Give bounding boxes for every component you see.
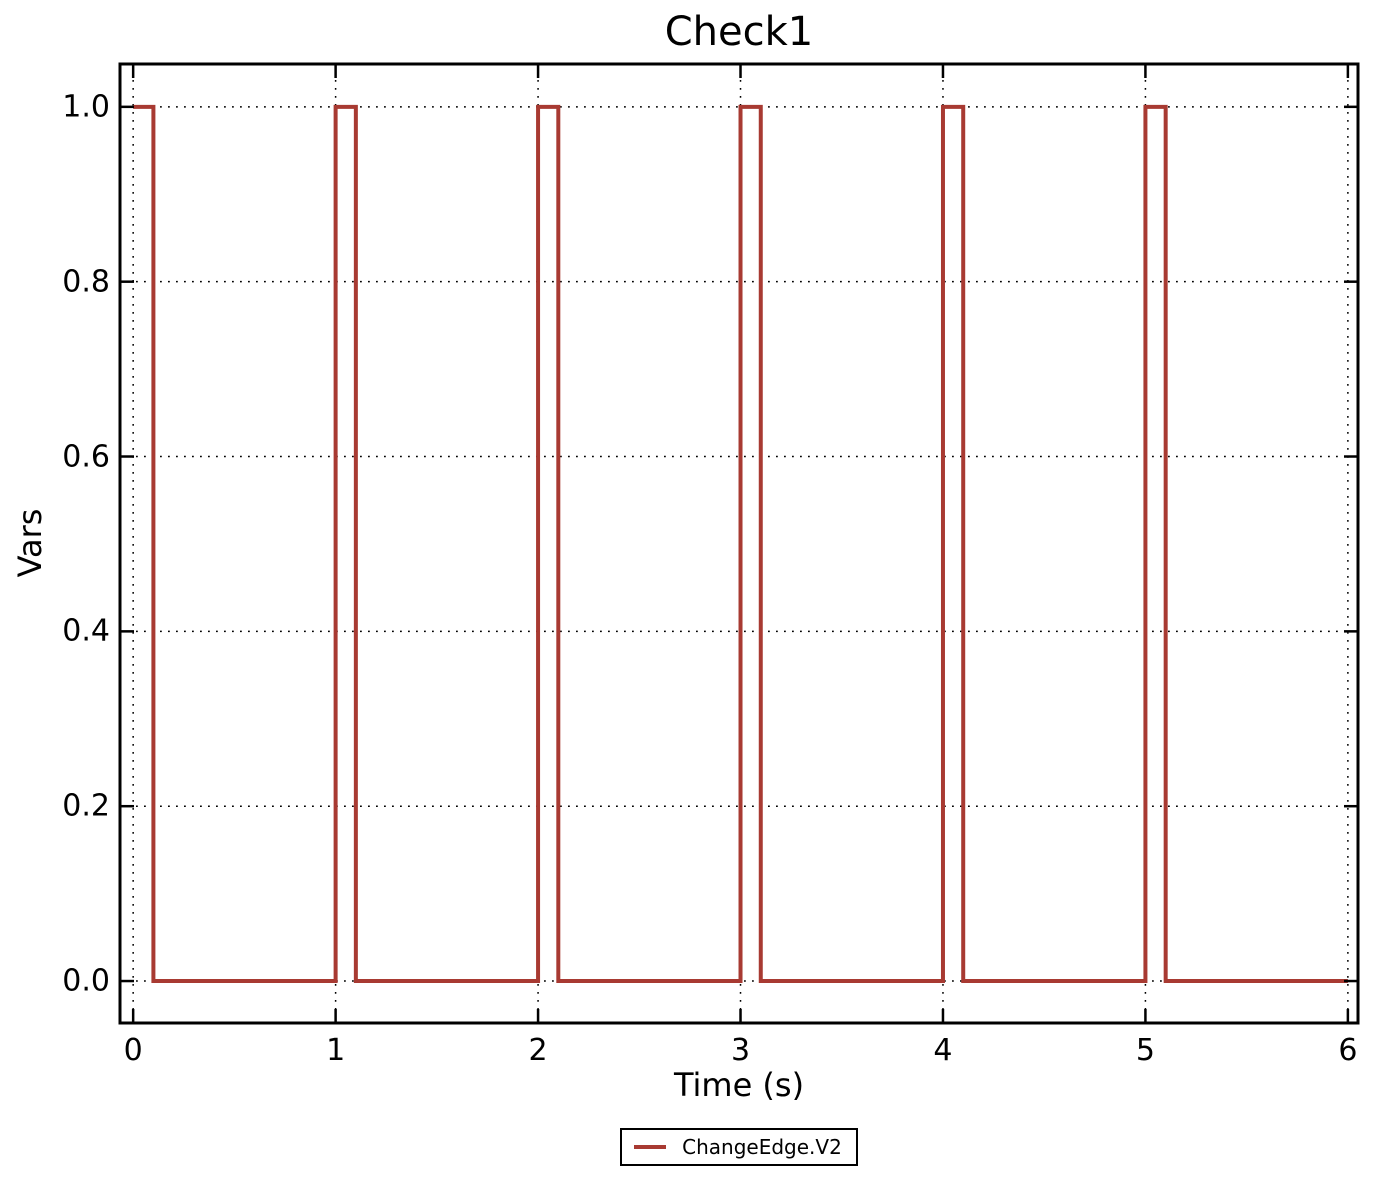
series-line [133,104,1348,984]
y-tick-label: 1.0 [62,89,110,125]
y-axis-label: Vars [11,508,49,578]
y-tick-label: 0.4 [62,613,110,649]
x-tick-label: 1 [326,1033,346,1068]
axes-frame [118,62,1360,1025]
chart-title: Check1 [664,9,814,55]
x-tick-label: 2 [528,1033,548,1068]
x-tick-label: 0 [123,1033,143,1068]
legend-line-sample [634,1145,667,1149]
y-tick-label: 0.0 [62,963,110,999]
y-tick-label: 0.2 [62,788,110,824]
x-tick-label: 3 [730,1033,751,1068]
x-tick-label: 4 [933,1033,953,1068]
x-axis-label: Time (s) [673,1066,805,1104]
x-tick-label: 6 [1338,1033,1358,1068]
x-tick-label: 5 [1135,1033,1155,1068]
legend: ChangeEdge.V2 [620,1128,858,1166]
y-tick-label: 0.8 [62,264,110,300]
legend-row: ChangeEdge.V2 [120,1128,1358,1166]
y-tick-label: 0.6 [62,439,110,475]
legend-label: ChangeEdge.V2 [682,1135,842,1159]
